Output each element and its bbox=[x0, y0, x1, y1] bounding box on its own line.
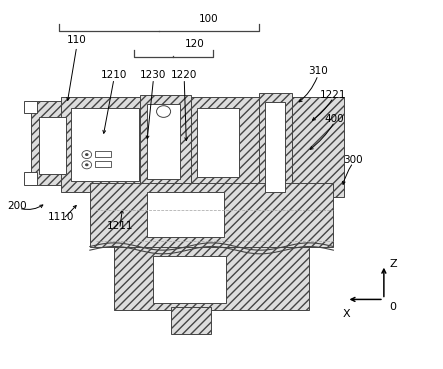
Text: 0: 0 bbox=[389, 302, 396, 312]
Bar bbox=[95, 161, 111, 167]
Bar bbox=[191, 97, 259, 184]
Bar bbox=[291, 97, 344, 197]
Bar bbox=[153, 256, 226, 303]
Text: 1221: 1221 bbox=[320, 90, 347, 100]
Text: 1110: 1110 bbox=[48, 211, 74, 222]
Bar bbox=[71, 108, 140, 181]
Bar bbox=[39, 117, 66, 173]
Text: Z: Z bbox=[389, 259, 397, 269]
Bar bbox=[198, 108, 239, 177]
Circle shape bbox=[156, 106, 171, 117]
Bar bbox=[259, 93, 291, 199]
Bar bbox=[114, 246, 309, 310]
Text: 300: 300 bbox=[343, 155, 363, 165]
Text: 1211: 1211 bbox=[106, 221, 133, 231]
Bar bbox=[73, 139, 96, 168]
Bar bbox=[147, 104, 180, 179]
Bar bbox=[147, 192, 224, 237]
Text: 120: 120 bbox=[185, 39, 205, 49]
Bar bbox=[90, 183, 334, 246]
Text: 100: 100 bbox=[198, 14, 218, 24]
Circle shape bbox=[85, 153, 89, 156]
Circle shape bbox=[82, 161, 92, 169]
Text: 1230: 1230 bbox=[140, 70, 167, 80]
Bar bbox=[109, 142, 128, 165]
Bar bbox=[31, 101, 107, 184]
Text: 310: 310 bbox=[308, 66, 328, 76]
Circle shape bbox=[82, 151, 92, 159]
Bar bbox=[24, 172, 37, 184]
Bar bbox=[171, 307, 210, 334]
Text: 400: 400 bbox=[325, 114, 345, 124]
Text: 1210: 1210 bbox=[101, 70, 127, 80]
Text: 1220: 1220 bbox=[171, 70, 198, 80]
Text: 110: 110 bbox=[67, 35, 86, 45]
Bar bbox=[24, 101, 37, 113]
Bar bbox=[140, 95, 191, 188]
Bar bbox=[265, 103, 285, 192]
Text: 200: 200 bbox=[8, 201, 27, 211]
Bar bbox=[61, 97, 152, 192]
Circle shape bbox=[85, 163, 89, 166]
Bar bbox=[95, 151, 111, 157]
Text: X: X bbox=[343, 308, 350, 318]
